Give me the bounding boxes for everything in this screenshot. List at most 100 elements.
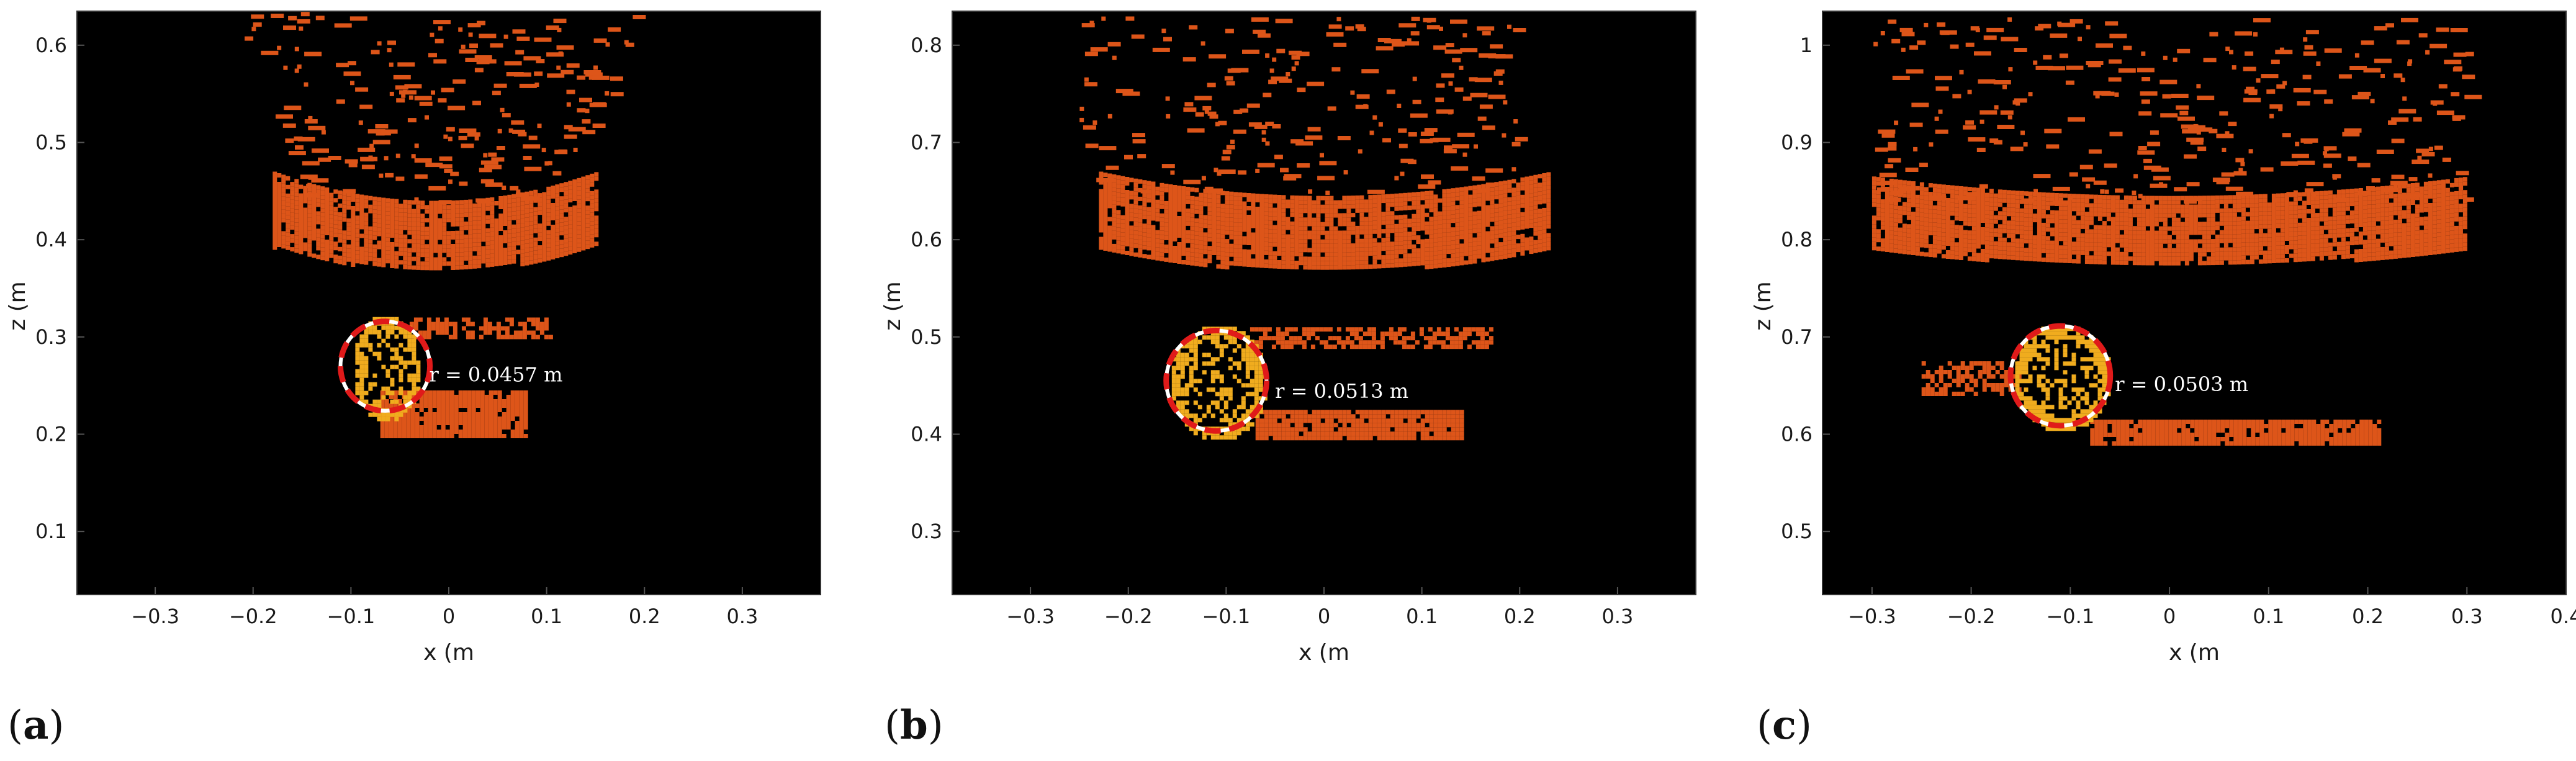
point [1245,335,1250,340]
point [1245,392,1250,397]
point [1307,209,1312,214]
point [1902,210,1907,215]
point [429,222,434,227]
point [1546,176,1551,181]
point [577,221,582,226]
point [1184,357,1189,362]
point [1416,214,1421,218]
point [1160,204,1164,209]
point [453,330,457,335]
point [1193,361,1198,366]
point [1173,220,1178,224]
point [372,412,377,417]
point [459,200,464,205]
point [1455,222,1460,227]
point [1146,215,1151,220]
point [515,399,520,403]
point [544,317,549,322]
point [1490,187,1495,192]
point [525,230,529,235]
point [1520,203,1525,208]
point [415,425,420,430]
point [479,59,497,64]
point [1238,227,1243,232]
point [1390,414,1395,419]
point [453,79,466,84]
point [544,161,549,166]
point [433,20,451,25]
point [429,244,434,249]
point [581,198,586,203]
point [1474,78,1492,83]
point [448,137,453,142]
point [1277,260,1282,264]
point [342,209,347,214]
point [515,395,520,399]
point [320,204,325,209]
point [1142,193,1147,198]
point [465,58,479,62]
point [433,244,438,249]
point [1245,361,1250,366]
point [1398,436,1403,441]
point [1420,191,1425,196]
point [1312,436,1317,441]
point [523,421,528,425]
point [1385,246,1390,251]
point [442,227,447,232]
point [1295,141,1313,146]
point [377,330,382,335]
point [1242,223,1247,228]
point [1276,336,1281,341]
point [1201,176,1206,181]
point [355,87,369,92]
point [435,317,440,322]
point [381,236,386,241]
point [359,251,364,256]
point [1264,259,1269,264]
point [1520,186,1525,191]
point [429,200,434,205]
point [477,251,482,256]
point [377,205,382,210]
point [1498,233,1503,238]
point [1482,125,1495,130]
point [497,408,502,412]
point [1494,230,1499,235]
point [1268,233,1273,238]
point [1333,431,1338,436]
point [1941,232,1946,237]
point [1245,353,1250,358]
point [1107,238,1112,243]
point [407,118,417,123]
point [1161,29,1166,34]
point [1138,231,1143,236]
point [1329,431,1334,436]
point [1250,409,1254,414]
point [1181,208,1186,212]
point [1358,149,1362,154]
point [464,199,469,204]
point [1245,374,1250,379]
point [1438,246,1443,251]
point [1133,204,1138,209]
point [1238,218,1243,223]
point [393,425,398,430]
point [493,403,498,408]
point [1151,242,1156,247]
point [318,157,331,162]
point [320,212,325,217]
point [426,317,431,322]
point [555,189,560,194]
point [1307,196,1312,200]
point [316,189,321,194]
point [1385,237,1390,242]
point [1181,260,1186,264]
point [1176,392,1181,397]
point [1390,202,1395,207]
point [1454,344,1459,349]
point [1372,199,1377,204]
point [1438,254,1443,259]
point [464,243,469,248]
point [1268,427,1273,432]
